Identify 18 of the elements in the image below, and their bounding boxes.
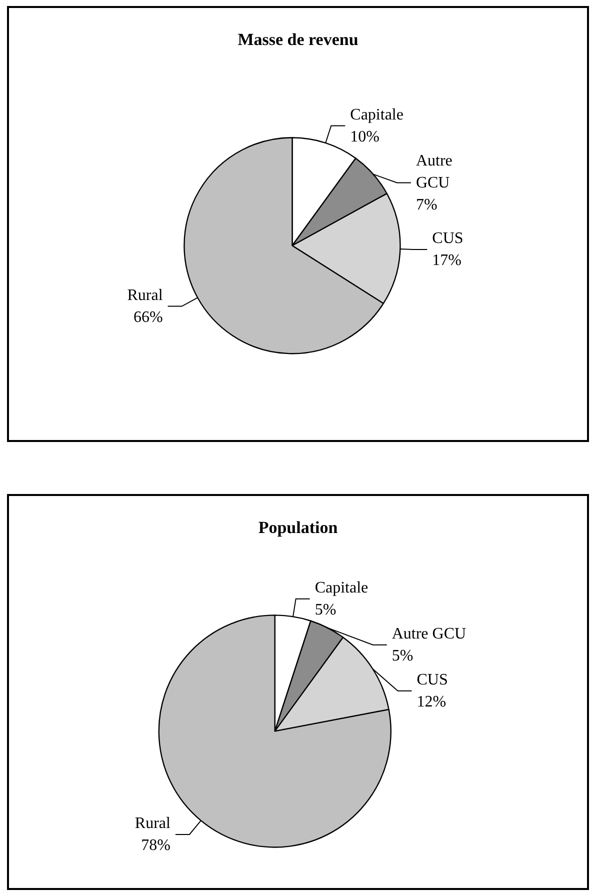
slice-label: CUS [416,671,448,688]
slice-label: Rural [127,286,164,304]
slice-label: CUS [432,230,464,248]
chart-title: Masse de revenu [238,30,358,49]
data-label: 66% [133,308,163,326]
slice-label: Capitale [314,579,368,596]
slice-label: Capitale [350,106,404,124]
data-label: 5% [392,647,414,664]
data-label: 17% [432,252,462,270]
data-label: 7% [416,196,438,214]
slice-label: Autre GCU [392,625,466,642]
data-label: 12% [416,693,446,710]
data-label: 10% [350,128,380,146]
data-label: 5% [314,601,336,618]
slice-label: Rural [134,814,172,832]
data-label: 78% [141,836,170,854]
slice-label: Autre GCU [416,152,456,192]
chart-title: Population [258,518,338,537]
